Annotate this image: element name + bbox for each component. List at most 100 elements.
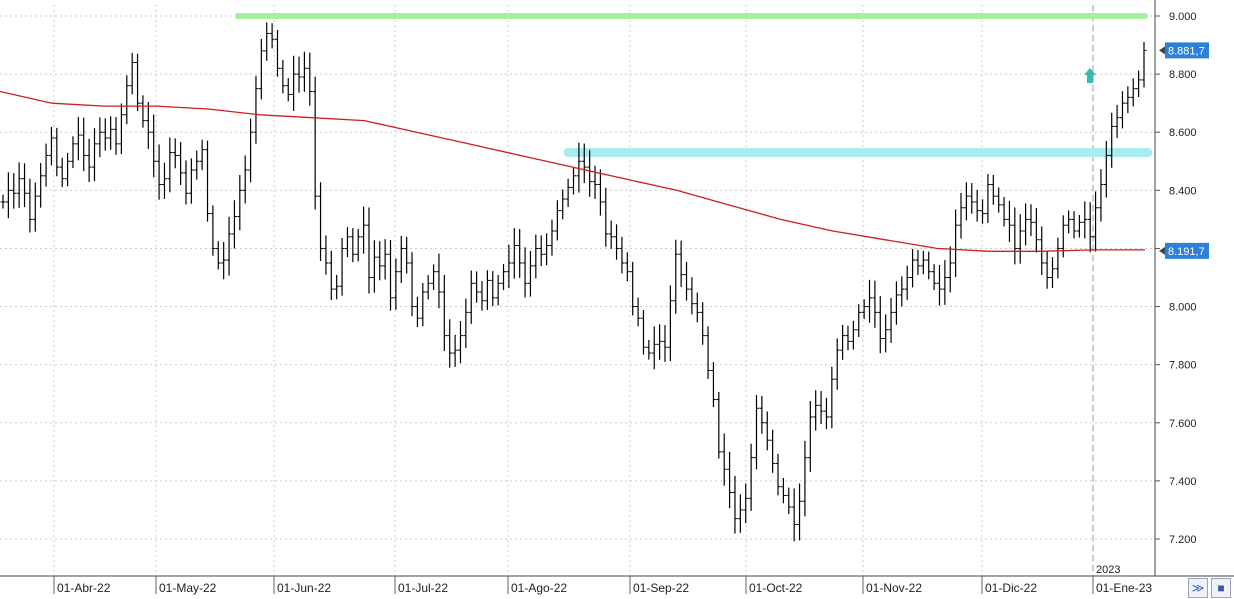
ohlc-bar xyxy=(657,324,663,360)
ohlc-bar xyxy=(194,150,200,180)
ohlc-bar xyxy=(856,304,862,338)
ohlc-bar xyxy=(587,150,593,197)
x-tick-label: 01-Oct-22 xyxy=(749,581,803,595)
ohlc-bar xyxy=(533,234,539,279)
ohlc-bar xyxy=(274,29,280,77)
ohlc-bar xyxy=(97,117,103,158)
ohlc-bar xyxy=(124,75,130,125)
ohlc-bar xyxy=(963,182,969,221)
ohlc-bar xyxy=(969,183,975,214)
ohlc-bar xyxy=(1136,70,1142,98)
ohlc-bar xyxy=(662,325,668,362)
ohlc-bar xyxy=(511,228,517,279)
x-tick-label: 01-Dic-22 xyxy=(985,581,1037,595)
ma-value-tag-box xyxy=(1165,242,1209,259)
ma-value-tag: 8.191,7 xyxy=(1159,242,1209,259)
ohlc-bar xyxy=(893,281,899,325)
ohlc-bar xyxy=(59,157,65,188)
ohlc-bar xyxy=(296,56,302,93)
ohlc-bar xyxy=(113,117,119,155)
ohlc-bar xyxy=(1023,203,1029,246)
ohlc-bar xyxy=(1087,202,1093,253)
ohlc-bar xyxy=(237,174,243,231)
ohlc-bar xyxy=(603,187,609,247)
y-tick-label: 7.800 xyxy=(1169,360,1197,372)
ohlc-bar xyxy=(65,152,71,187)
ohlc-bar xyxy=(242,155,248,204)
ohlc-bar xyxy=(640,310,646,355)
ohlc-bar xyxy=(1066,210,1072,234)
ohlc-bar xyxy=(16,162,22,208)
ohlc-bar xyxy=(764,411,770,451)
ohlc-bar xyxy=(48,126,54,166)
ohlc-bar xyxy=(436,253,442,309)
ohlc-bar xyxy=(1141,41,1147,88)
ohlc-bar xyxy=(307,52,313,106)
ohlc-bar xyxy=(942,260,948,305)
y-tick-label: 8.800 xyxy=(1169,69,1197,81)
ohlc-bar xyxy=(81,117,87,172)
ohlc-bar xyxy=(1082,201,1088,239)
x-tick-label: 01-May-22 xyxy=(159,581,217,595)
ohlc-bar xyxy=(877,296,883,354)
ohlc-bar xyxy=(161,162,167,199)
ohlc-bar xyxy=(985,174,991,223)
ohlc-bar xyxy=(301,51,307,92)
grid xyxy=(0,5,1155,576)
ohlc-bar xyxy=(70,136,76,169)
ohlc-bar xyxy=(226,216,232,276)
ohlc-bar xyxy=(953,209,959,278)
ohlc-bar xyxy=(867,279,873,323)
ohlc-bar xyxy=(1071,211,1077,239)
ohlc-bar xyxy=(431,264,437,290)
ma-value-tag-text: 8.191,7 xyxy=(1168,246,1205,258)
collapse-button[interactable]: ≫ xyxy=(1188,578,1208,598)
axes xyxy=(0,0,1234,577)
y-tick-label: 8.000 xyxy=(1169,302,1197,314)
ohlc-bar xyxy=(129,52,135,95)
ohlc-bar xyxy=(253,75,259,144)
moving-average xyxy=(0,90,1145,252)
ohlc-bar xyxy=(673,239,679,314)
ohlc-bar xyxy=(786,487,792,515)
x-tick-label: 01-Sep-22 xyxy=(633,581,689,595)
ohlc-bar xyxy=(1050,257,1056,288)
ohlc-bar xyxy=(5,172,11,219)
ohlc-bar xyxy=(221,242,227,280)
ohlc-bar xyxy=(770,429,776,473)
ohlc-bar xyxy=(974,189,980,222)
ohlc-bar xyxy=(334,274,340,300)
ohlc-bar xyxy=(86,138,92,182)
ohlc-bar xyxy=(248,118,254,183)
price-tags: 8.881,7 8.191,7 xyxy=(1159,42,1209,259)
ohlc-bar xyxy=(1044,250,1050,289)
ohlc-bar xyxy=(350,228,356,263)
ohlc-bar xyxy=(145,102,151,149)
ohlc-bar xyxy=(791,488,797,542)
ohlc-bar xyxy=(818,391,824,424)
x-tick-label: 01-Ene-23 xyxy=(1096,581,1152,595)
y-tick-label: 9.000 xyxy=(1169,11,1197,23)
ohlc-bar xyxy=(1114,104,1120,138)
ohlc-bar xyxy=(840,324,846,360)
save-icon[interactable]: ■ xyxy=(1211,578,1231,598)
year-label: 2023 xyxy=(1096,564,1120,576)
ohlc-bar xyxy=(140,95,146,128)
ohlc-bar xyxy=(1109,112,1115,168)
ohlc-bar xyxy=(377,241,383,281)
ohlc-bar xyxy=(285,78,291,102)
horizontal-levels xyxy=(235,13,1153,158)
moving-average-line xyxy=(0,90,1145,252)
ohlc-bar xyxy=(1119,91,1125,129)
ohlc-bar xyxy=(920,250,926,275)
ohlc-bar xyxy=(544,233,550,266)
ohlc-bar xyxy=(102,118,108,151)
ohlc-bar xyxy=(1017,214,1023,264)
ohlc-bar xyxy=(850,320,856,350)
ohlc-bars xyxy=(0,22,1147,542)
ohlc-bar xyxy=(694,292,700,323)
last-price-tag: 8.881,7 xyxy=(1159,42,1209,59)
ohlc-bar xyxy=(581,143,587,184)
ohlc-bar xyxy=(958,192,964,239)
ohlc-bar xyxy=(1098,169,1104,222)
